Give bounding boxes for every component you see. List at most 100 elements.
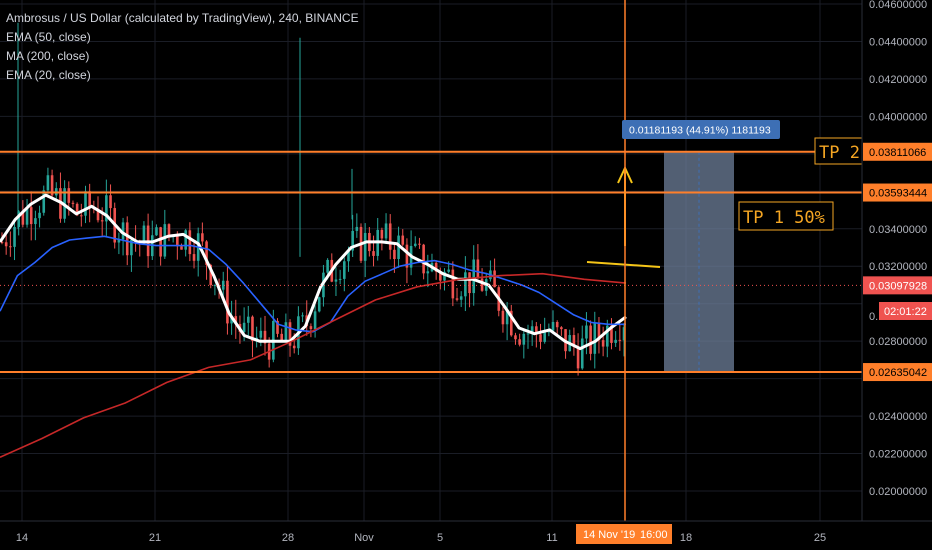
candle-body bbox=[292, 345, 296, 349]
candle-body bbox=[560, 327, 563, 330]
candle-body bbox=[42, 190, 46, 213]
tp1-box[interactable] bbox=[738, 201, 834, 231]
candle-body bbox=[351, 230, 354, 251]
candle-body bbox=[539, 334, 542, 342]
candle-body bbox=[413, 243, 417, 246]
drawn-trend-line[interactable] bbox=[586, 261, 661, 268]
candle-body bbox=[464, 272, 467, 297]
x-tick-label: 21 bbox=[149, 532, 161, 544]
candle-body bbox=[501, 310, 505, 325]
candle-body bbox=[401, 235, 405, 245]
candle-body bbox=[34, 218, 37, 225]
current-price-tag-label: 0.03097928 bbox=[869, 280, 927, 292]
candle-body bbox=[246, 316, 250, 323]
candle-body bbox=[280, 333, 283, 341]
price-tag-1 bbox=[863, 142, 932, 161]
legend-ma-200[interactable]: MA (200, close) bbox=[6, 49, 90, 63]
candle-body bbox=[251, 316, 254, 341]
crosshair-time-label: 14 Nov '19 bbox=[583, 529, 635, 541]
candle-body bbox=[109, 195, 112, 209]
candle-body bbox=[597, 323, 601, 341]
series-line-ma-200[interactable] bbox=[0, 272, 627, 459]
candle-body bbox=[555, 321, 559, 328]
price-tag-label-2: 0.03593444 bbox=[869, 188, 927, 200]
tp1-label: TP 1 50% bbox=[743, 208, 825, 228]
countdown-tag bbox=[879, 302, 932, 320]
candle-body bbox=[71, 202, 75, 204]
candle-body bbox=[213, 284, 217, 286]
candle-body bbox=[221, 280, 225, 290]
candle-body bbox=[397, 235, 400, 260]
candle-body bbox=[476, 259, 480, 279]
candle-body bbox=[572, 335, 576, 347]
candle-body bbox=[80, 215, 83, 217]
candle-body bbox=[0, 241, 4, 243]
candle-body bbox=[493, 270, 496, 288]
candle-body bbox=[459, 296, 463, 300]
price-tag-label-3: 0.02635042 bbox=[869, 367, 927, 379]
candle-body bbox=[614, 339, 617, 343]
candle-body bbox=[618, 339, 622, 341]
candle-body bbox=[551, 321, 555, 331]
candle-body bbox=[518, 339, 521, 345]
measure-label: 0.01181193 (44.91%) 1181193 bbox=[629, 125, 771, 137]
candle-body bbox=[543, 332, 546, 342]
candle-body bbox=[347, 250, 350, 262]
candle-body bbox=[88, 191, 91, 209]
candle-body bbox=[393, 249, 396, 260]
chart-title: Ambrosus / US Dollar (calculated by Trad… bbox=[6, 11, 359, 25]
y-tick-label: 0.02800000 bbox=[869, 336, 927, 348]
candle-body bbox=[455, 298, 459, 300]
y-tick-label: 0.04000000 bbox=[869, 111, 927, 123]
x-tick-label: 5 bbox=[437, 532, 443, 544]
countdown-label: 02:01:22 bbox=[884, 306, 927, 318]
candle-body bbox=[105, 195, 108, 222]
candle-body bbox=[443, 271, 446, 281]
measure-label-bg bbox=[622, 120, 780, 139]
candle-body bbox=[263, 330, 267, 344]
candle-body bbox=[606, 325, 609, 347]
candle-body bbox=[125, 222, 129, 256]
candle-body bbox=[426, 271, 430, 274]
candle-body bbox=[526, 333, 530, 335]
candle-body bbox=[313, 311, 317, 330]
candle-body bbox=[180, 246, 183, 250]
candle-body bbox=[121, 222, 125, 240]
candle-body bbox=[451, 269, 455, 299]
candle-body bbox=[209, 264, 213, 286]
crosshair-hour-label: 16:00 bbox=[640, 529, 668, 541]
x-tick-label: 25 bbox=[814, 532, 826, 544]
tp2-box[interactable] bbox=[814, 137, 868, 165]
series-line-ema-50[interactable] bbox=[0, 235, 626, 333]
candle-body bbox=[326, 259, 329, 273]
candle-body bbox=[447, 269, 450, 272]
y-tick-label: 0.04600000 bbox=[869, 0, 927, 11]
candle-body bbox=[468, 272, 471, 294]
candle-body bbox=[309, 326, 313, 330]
candle-body bbox=[21, 211, 25, 225]
candle-body bbox=[75, 203, 79, 216]
series-line-ema-20[interactable] bbox=[0, 193, 627, 351]
price-tag-label-1: 0.03811066 bbox=[869, 147, 926, 159]
candle-body bbox=[38, 212, 41, 219]
candle-body bbox=[284, 322, 288, 341]
candle-body bbox=[130, 239, 133, 256]
y-tick-label: 0.04200000 bbox=[869, 74, 927, 86]
price-tag-2 bbox=[863, 183, 932, 202]
y-tick-label: 0.02000000 bbox=[869, 486, 927, 498]
candle-body bbox=[201, 233, 204, 242]
candle-body bbox=[288, 322, 292, 346]
candle-body bbox=[585, 325, 588, 339]
candle-body bbox=[317, 297, 321, 312]
candle-body bbox=[535, 326, 538, 335]
legend-ema-20[interactable]: EMA (20, close) bbox=[6, 68, 91, 82]
candle-body bbox=[580, 338, 584, 369]
y-tick-label: 0.02400000 bbox=[869, 411, 927, 423]
candle-body bbox=[472, 259, 476, 294]
legend-ema-50[interactable]: EMA (50, close) bbox=[6, 30, 91, 44]
time-axis-bg bbox=[0, 521, 932, 550]
candle-body bbox=[13, 227, 16, 247]
candle-body bbox=[29, 207, 33, 225]
x-tick-label: 28 bbox=[282, 532, 294, 544]
